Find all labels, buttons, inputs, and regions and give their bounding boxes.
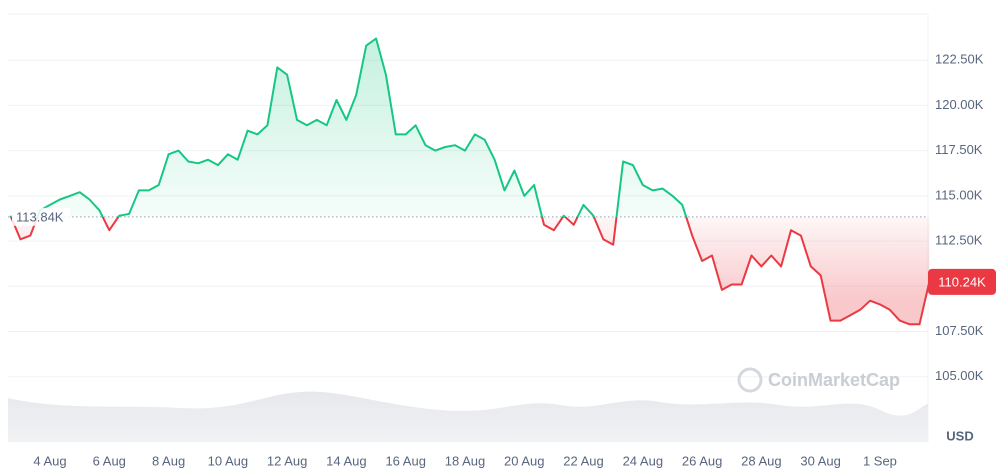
last-price-label: 110.24K	[938, 274, 986, 289]
baseline-label-bg	[12, 207, 70, 226]
volume-area	[8, 391, 928, 442]
x-tick-label: 4 Aug	[33, 453, 66, 468]
x-tick-label: 22 Aug	[563, 453, 604, 468]
y-tick-label: 107.50K	[935, 323, 984, 338]
x-tick-label: 20 Aug	[504, 453, 545, 468]
currency-label: USD	[946, 428, 973, 443]
x-tick-label: 8 Aug	[152, 453, 185, 468]
x-tick-label: 1 Sep	[863, 453, 897, 468]
y-tick-label: 115.00K	[935, 187, 983, 202]
price-area	[10, 38, 930, 325]
plot	[8, 37, 931, 378]
y-tick-label: 117.50K	[935, 142, 983, 157]
y-tick-label: 105.00K	[935, 368, 984, 383]
x-tick-label: 28 Aug	[741, 453, 782, 468]
y-tick-label: 120.00K	[935, 97, 984, 112]
x-tick-label: 30 Aug	[800, 453, 841, 468]
x-tick-label: 14 Aug	[326, 453, 367, 468]
x-tick-label: 6 Aug	[93, 453, 126, 468]
x-tick-label: 18 Aug	[445, 453, 486, 468]
x-tick-label: 10 Aug	[208, 453, 249, 468]
watermark-text: CoinMarketCap	[768, 370, 900, 390]
x-tick-label: 24 Aug	[623, 453, 664, 468]
x-tick-label: 26 Aug	[682, 453, 723, 468]
price-line	[9, 37, 931, 326]
last-price-badge	[928, 268, 996, 295]
watermark: CoinMarketCap	[737, 367, 900, 393]
y-tick-label: 112.50K	[935, 233, 983, 248]
x-tick-label: 16 Aug	[385, 453, 426, 468]
x-tick-label: 12 Aug	[267, 453, 308, 468]
y-tick-label: 122.50K	[935, 52, 984, 67]
baseline-label: 113.84K	[16, 209, 64, 224]
